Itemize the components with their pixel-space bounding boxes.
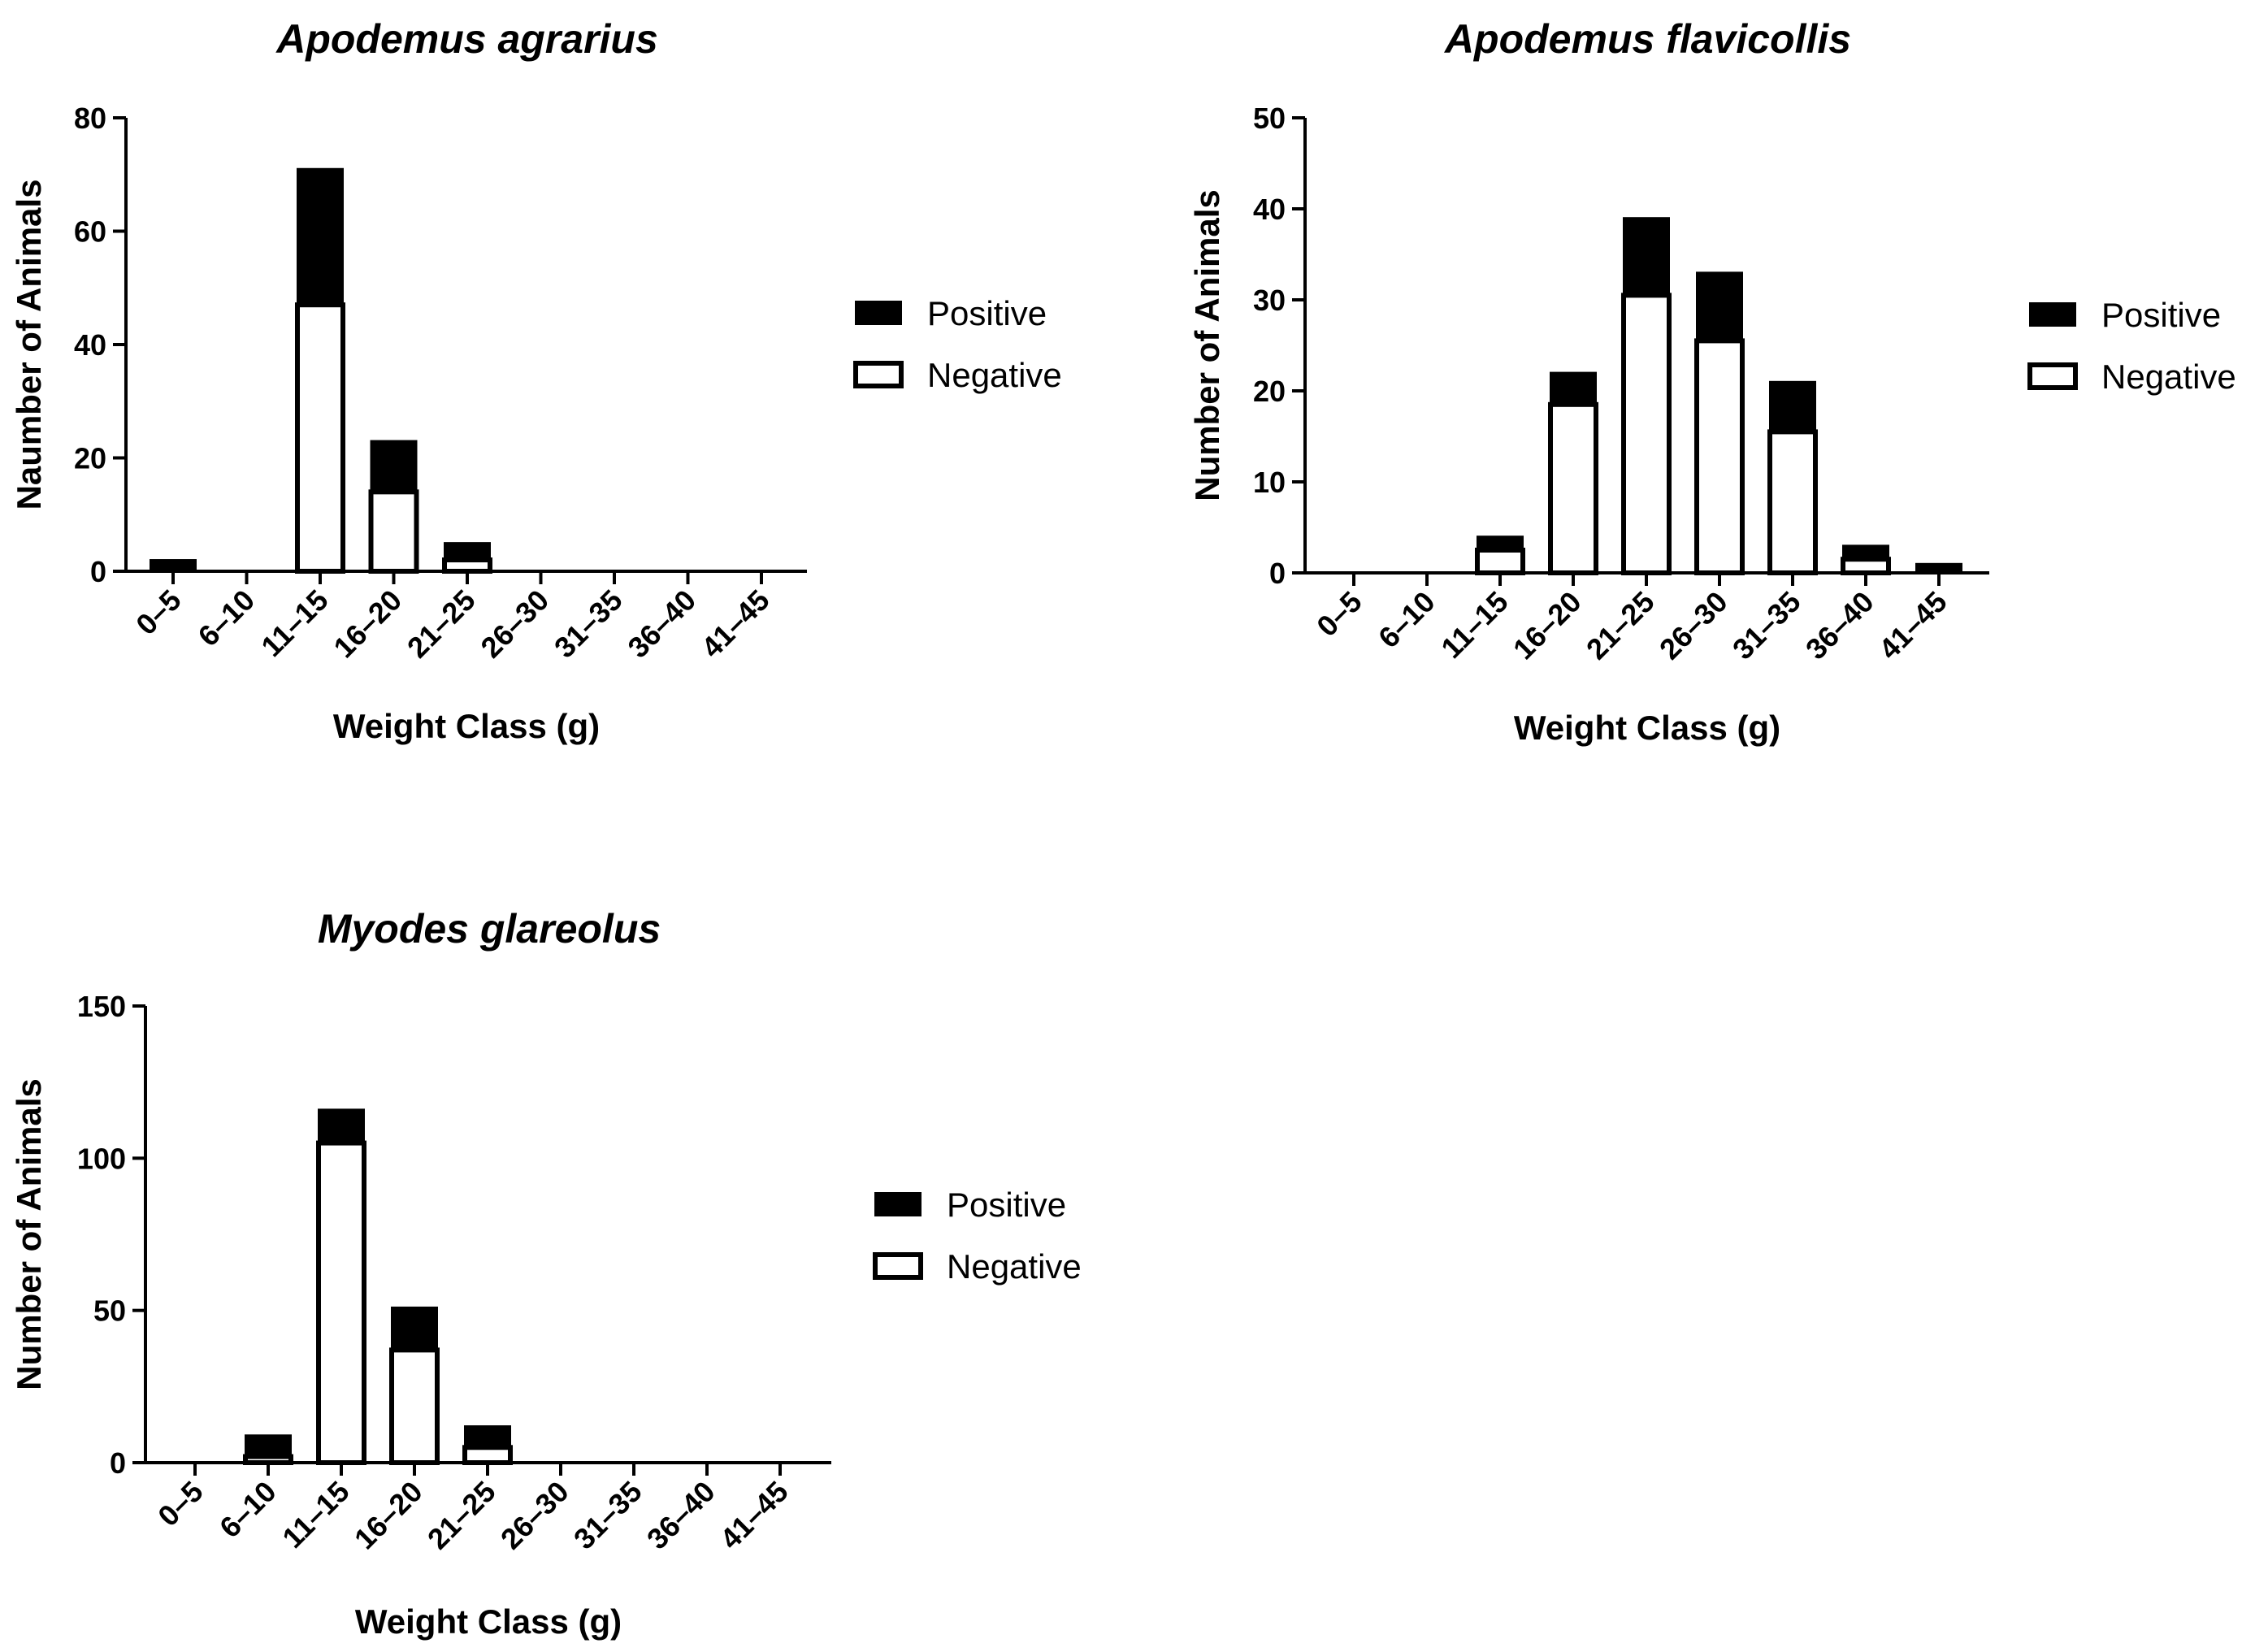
x-tick-label: 26–30	[494, 1475, 575, 1556]
x-tick-label: 41–45	[713, 1475, 795, 1556]
bar-positive-21–25	[464, 1425, 511, 1449]
legend-swatch-negative	[853, 361, 904, 388]
x-tick-label: 36–40	[640, 1475, 722, 1556]
bar-negative-21–25	[442, 557, 492, 574]
legend-swatch-positive	[855, 301, 902, 325]
legend: Positive Negative	[853, 294, 1062, 394]
x-tick-label: 16–20	[348, 1475, 429, 1556]
legend-label-negative: Negative	[2101, 358, 2236, 396]
x-tick-label: 21–25	[1580, 585, 1661, 666]
bar-positive-16–20	[391, 1306, 438, 1351]
chart-title: Myodes glareolus	[318, 906, 661, 952]
x-tick-label: 26–30	[474, 583, 555, 665]
y-axis-label: Number of Animals	[10, 1078, 48, 1390]
y-tick-label: 100	[77, 1142, 126, 1175]
bar-positive-16–20	[370, 440, 418, 493]
x-tick-label: 6–10	[213, 1475, 283, 1545]
legend: Positive Negative	[873, 1186, 1082, 1286]
bar-negative-21–25	[462, 1445, 513, 1466]
legend: Positive Negative	[2027, 296, 2236, 396]
y-tick-label: 50	[93, 1294, 126, 1328]
legend-label-positive: Positive	[2101, 296, 2221, 334]
x-tick-label: 16–20	[327, 583, 408, 665]
y-tick-label: 20	[1253, 375, 1286, 408]
bar-positive-36–40	[1842, 544, 1889, 561]
legend-label-positive: Positive	[947, 1186, 1066, 1224]
x-tick-label: 21–25	[401, 583, 482, 665]
bar-negative-11–15	[1475, 548, 1525, 575]
bar-positive-21–25	[444, 542, 491, 562]
bar-positive-11–15	[297, 167, 344, 306]
y-axis-label: Number of Animals	[1188, 189, 1226, 501]
x-tick-label: 11–15	[254, 583, 334, 663]
bar-negative-16–20	[368, 489, 419, 574]
bar-positive-31–35	[1769, 380, 1816, 433]
bar-negative-21–25	[1621, 293, 1672, 575]
x-axis-label: Weight Class (g)	[355, 1602, 622, 1641]
y-axis-label: Naumber of Animals	[10, 180, 48, 510]
bar-positive-11–15	[318, 1108, 365, 1144]
chart-3: Myodes glareolus 0 50 100 150 0–5 6–1011–1516–…	[10, 906, 1082, 1641]
x-tick-label: 36–40	[1799, 585, 1880, 666]
legend-swatch-positive	[874, 1192, 922, 1216]
y-tick-label: 10	[1253, 466, 1286, 499]
x-tick-label: 26–30	[1653, 585, 1734, 666]
y-tick-label: 50	[1253, 102, 1286, 135]
x-tick-label: 31–35	[567, 1475, 648, 1556]
y-tick-label: 60	[74, 215, 106, 249]
x-tick-label: 6–10	[1372, 585, 1442, 655]
legend-label-negative: Negative	[927, 356, 1062, 394]
y-tick-label: 0	[90, 555, 106, 588]
y-tick-label: 30	[1253, 284, 1286, 317]
bar-negative-11–15	[295, 302, 345, 574]
legend-swatch-negative	[2027, 362, 2078, 390]
bar-positive-11–15	[1477, 535, 1524, 552]
bar-negative-36–40	[1841, 557, 1891, 576]
x-tick-label: 41–45	[695, 583, 776, 665]
bar-positive-26–30	[1696, 271, 1743, 342]
legend-label-negative: Negative	[947, 1247, 1082, 1286]
x-tick-label: 0–5	[1310, 585, 1368, 643]
x-tick-label: 11–15	[275, 1475, 355, 1554]
x-tick-label: 6–10	[192, 583, 262, 653]
chart-title: Apodemus flavicollis	[1443, 16, 1851, 62]
y-tick-label: 40	[74, 328, 106, 362]
bar-positive-0–5	[150, 559, 197, 572]
y-tick-label: 40	[1253, 193, 1286, 226]
y-tick-label: 150	[77, 990, 126, 1023]
x-axis-label: Weight Class (g)	[333, 707, 600, 745]
chart-title: Apodemus agrarius	[275, 16, 658, 62]
bar-positive-6–10	[245, 1434, 292, 1458]
x-tick-label: 31–35	[548, 583, 629, 665]
bar-positive-21–25	[1623, 217, 1670, 297]
y-tick-label: 80	[74, 102, 106, 135]
bar-negative-16–20	[389, 1347, 440, 1465]
bar-negative-16–20	[1548, 401, 1598, 575]
chart-2: Apodemus flavicollis 0 10 20 30 40 50 0–5 6–1011…	[1188, 16, 2236, 747]
y-tick-label: 0	[1269, 557, 1286, 590]
x-tick-label: 21–25	[421, 1475, 502, 1556]
x-tick-label: 0–5	[129, 583, 187, 641]
y-tick-label: 20	[74, 442, 106, 475]
x-axis-label: Weight Class (g)	[1514, 709, 1780, 747]
bar-negative-26–30	[1694, 338, 1745, 575]
x-tick-label: 36–40	[621, 583, 702, 665]
bar-positive-16–20	[1550, 371, 1597, 405]
x-tick-label: 0–5	[151, 1475, 209, 1533]
chart-1: Apodemus agrarius 0 20 40 60 80 0–5 6–1011–1516…	[10, 16, 1062, 745]
bar-negative-11–15	[316, 1140, 366, 1465]
y-tick-label: 0	[110, 1446, 126, 1480]
bar-negative-31–35	[1767, 429, 1818, 576]
x-tick-label: 11–15	[1434, 585, 1514, 665]
x-tick-label: 31–35	[1726, 585, 1807, 666]
legend-swatch-positive	[2029, 302, 2076, 327]
x-tick-label: 16–20	[1507, 585, 1588, 666]
x-tick-label: 41–45	[1872, 585, 1954, 666]
legend-swatch-negative	[873, 1252, 923, 1280]
legend-label-positive: Positive	[927, 294, 1047, 332]
